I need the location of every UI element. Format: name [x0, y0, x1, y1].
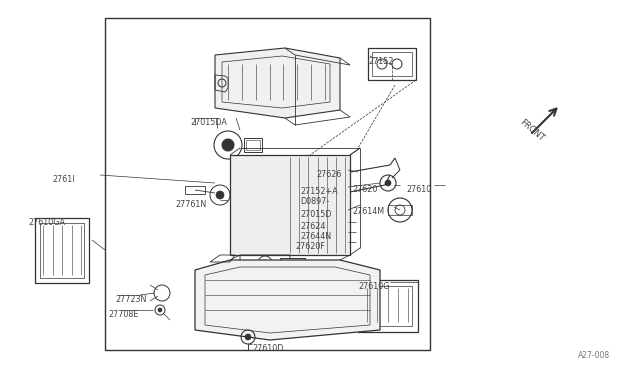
- Circle shape: [245, 334, 251, 340]
- Circle shape: [262, 260, 268, 266]
- Text: 27620F: 27620F: [295, 242, 325, 251]
- Text: 2761I: 2761I: [52, 175, 74, 184]
- Circle shape: [222, 139, 234, 151]
- Bar: [105, 18, 430, 350]
- Bar: [35, 218, 89, 283]
- Text: 27708E: 27708E: [108, 310, 138, 319]
- Text: 27152+A: 27152+A: [300, 187, 338, 196]
- Text: A27-008: A27-008: [578, 351, 610, 360]
- Bar: [364, 286, 412, 326]
- Circle shape: [216, 191, 224, 199]
- Polygon shape: [215, 48, 340, 118]
- Text: FRONT: FRONT: [518, 117, 546, 143]
- Text: 27152: 27152: [368, 57, 394, 66]
- Text: 27620: 27620: [352, 185, 378, 194]
- Text: 27610G: 27610G: [358, 282, 390, 291]
- Text: 27015D: 27015D: [300, 210, 332, 219]
- Bar: [388, 205, 412, 215]
- Text: 27626: 27626: [316, 170, 341, 179]
- Polygon shape: [195, 260, 380, 340]
- Bar: [185, 186, 205, 194]
- Text: 27761N: 27761N: [175, 200, 206, 209]
- Text: 27610: 27610: [406, 185, 431, 194]
- Circle shape: [158, 308, 162, 312]
- Bar: [246, 140, 260, 150]
- Text: 27723N: 27723N: [115, 295, 147, 304]
- Text: 27624: 27624: [300, 222, 325, 231]
- Circle shape: [385, 180, 391, 186]
- Text: 27015DA: 27015DA: [190, 118, 227, 127]
- Text: 27644N: 27644N: [300, 232, 331, 241]
- Polygon shape: [280, 258, 305, 272]
- Text: D0897-: D0897-: [300, 197, 329, 206]
- Bar: [368, 48, 416, 80]
- Bar: [372, 52, 412, 76]
- Bar: [244, 138, 262, 152]
- Bar: [40, 223, 84, 278]
- Bar: [358, 280, 418, 332]
- Bar: [230, 155, 350, 255]
- Text: 27614M: 27614M: [352, 207, 384, 216]
- Text: 27610GA: 27610GA: [28, 218, 65, 227]
- Text: 27610D: 27610D: [252, 344, 284, 353]
